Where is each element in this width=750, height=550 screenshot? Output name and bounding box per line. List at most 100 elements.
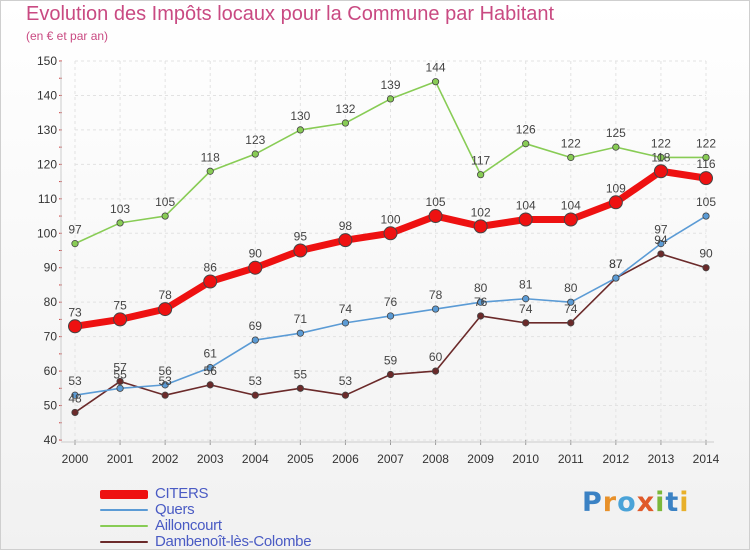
data-point	[522, 140, 530, 148]
data-label: 122	[651, 136, 671, 150]
x-tick-label: 2008	[422, 452, 449, 466]
chart-title: Evolution des Impôts locaux pour la Comm…	[26, 3, 555, 25]
data-label: 132	[335, 102, 355, 116]
data-point	[702, 212, 710, 220]
data-point	[386, 312, 395, 320]
data-point	[473, 219, 488, 234]
logo-letter: i	[655, 487, 666, 518]
data-point	[338, 233, 353, 248]
data-label: 73	[68, 305, 82, 319]
data-label: 90	[249, 247, 263, 261]
data-point	[158, 302, 173, 317]
data-label: 122	[696, 136, 716, 150]
data-point	[612, 143, 620, 151]
data-point	[206, 364, 214, 372]
y-tick-label: 80	[44, 295, 58, 309]
x-tick-label: 2003	[197, 452, 224, 466]
data-label: 53	[339, 374, 353, 388]
y-tick-label: 90	[44, 261, 58, 275]
x-tick-label: 2001	[107, 452, 134, 466]
x-tick-labels: 2000 2001 2002 2003 2004 2005 2006 2007 2008 2009…	[62, 452, 720, 466]
data-point	[161, 381, 169, 389]
data-label: 104	[516, 198, 536, 212]
data-point	[428, 209, 443, 224]
data-label: 90	[699, 247, 713, 261]
data-label: 122	[561, 136, 581, 150]
data-label: 94	[654, 233, 668, 247]
data-point	[161, 391, 169, 399]
y-tick-label: 110	[38, 192, 57, 206]
data-point	[431, 305, 440, 313]
y-tick-label: 50	[44, 399, 58, 413]
logo-letter: t	[665, 487, 680, 518]
data-point	[612, 274, 620, 282]
series-lines	[68, 78, 713, 417]
legend-swatch	[100, 489, 148, 499]
data-point	[567, 298, 575, 306]
data-point	[386, 370, 395, 379]
axis-lines	[59, 60, 714, 445]
x-tick-label: 2014	[693, 452, 720, 466]
logo-letter: o	[617, 487, 637, 518]
legend-label: Ailloncourt	[155, 517, 222, 534]
legend-item: CITERS	[100, 486, 350, 502]
data-label: 125	[606, 126, 626, 140]
data-label: 53	[249, 374, 263, 388]
data-label: 139	[380, 78, 400, 92]
data-label: 59	[384, 354, 398, 368]
data-label: 130	[290, 109, 310, 123]
data-label: 117	[471, 154, 490, 168]
data-point	[251, 391, 259, 399]
data-label: 74	[564, 302, 578, 316]
data-label: 53	[68, 374, 82, 388]
logo-letter: P	[582, 487, 603, 518]
data-point	[657, 250, 665, 258]
x-tick-label: 2004	[242, 452, 269, 466]
data-label: 60	[429, 350, 443, 364]
data-label: 61	[204, 347, 218, 361]
data-point	[383, 226, 398, 241]
x-tick-label: 2006	[332, 452, 359, 466]
chart-subtitle: (en € et par an)	[26, 29, 109, 43]
data-label: 57	[113, 360, 127, 374]
data-label: 80	[564, 281, 578, 295]
data-point	[341, 119, 350, 127]
data-point	[518, 212, 533, 227]
data-label: 123	[245, 133, 265, 147]
y-tick-label: 140	[37, 88, 57, 102]
x-tick-label: 2005	[287, 452, 314, 466]
y-tick-label: 150	[37, 54, 57, 68]
data-point	[431, 367, 440, 375]
data-label: 87	[609, 257, 623, 271]
data-point	[567, 153, 575, 162]
data-point	[702, 153, 710, 162]
data-label: 56	[158, 364, 172, 378]
data-label: 104	[561, 198, 581, 212]
data-point	[206, 381, 214, 389]
data-point	[161, 212, 169, 220]
data-label: 74	[519, 302, 533, 316]
proxiti-logo: Proxiti	[582, 487, 690, 518]
data-point	[477, 298, 485, 306]
legend-label: Dambenoît-lès-Colombe	[155, 533, 312, 550]
data-point	[702, 264, 710, 272]
data-label: 105	[426, 195, 446, 209]
data-label: 103	[110, 202, 130, 216]
data-point	[296, 384, 304, 392]
data-labels: 73 75 78 86 90 95 98 100 105 102 104 104 109 118 116 53…	[68, 61, 716, 406]
data-label: 97	[68, 223, 82, 237]
data-label: 78	[429, 288, 443, 302]
x-tick-label: 2002	[152, 452, 179, 466]
data-point	[563, 212, 578, 227]
data-point	[68, 319, 82, 334]
x-tick-label: 2011	[558, 452, 584, 466]
data-point	[116, 384, 124, 392]
data-label: 81	[519, 278, 533, 292]
data-label: 98	[339, 219, 353, 233]
legend-label: CITERS	[155, 485, 209, 502]
data-label: 75	[113, 298, 127, 312]
x-tick-label: 2012	[603, 452, 630, 466]
data-label: 76	[384, 295, 398, 309]
data-point	[296, 329, 304, 337]
